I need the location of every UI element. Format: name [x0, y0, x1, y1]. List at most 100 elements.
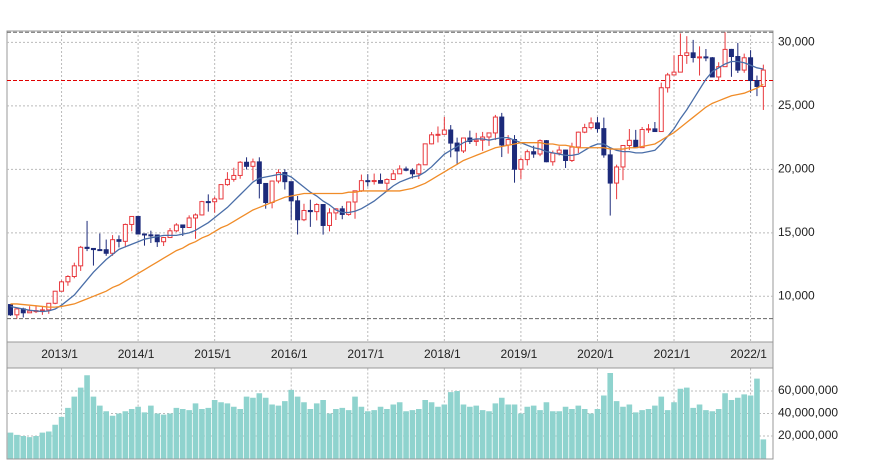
price-panel [6, 30, 774, 343]
candle-body [429, 134, 435, 145]
volume-bar [690, 407, 696, 459]
volume-bar [620, 406, 626, 459]
volume-bar [562, 406, 569, 459]
candle-body [518, 159, 524, 170]
y-tick-label: 30,000 [778, 35, 815, 49]
volume-bar [301, 402, 307, 459]
volume-bar [754, 378, 760, 459]
volume-bar [364, 411, 371, 459]
volume-bar [128, 409, 135, 459]
candle-body [314, 204, 320, 213]
volume-bar [677, 388, 684, 459]
candle-body [435, 133, 441, 136]
candle-body [103, 249, 109, 254]
volume-bar [403, 411, 409, 459]
volume-bar [416, 409, 422, 459]
candle-body [722, 48, 728, 68]
volume-bar [237, 409, 243, 459]
candle-body [582, 127, 588, 133]
volume-bar [435, 406, 441, 459]
candle-body [52, 290, 58, 304]
volume-bar [167, 413, 173, 459]
candle-body [110, 239, 116, 254]
volume-bar [581, 409, 588, 459]
volume-bar [377, 406, 384, 459]
volume-bar [747, 395, 754, 459]
volume-bar [256, 393, 263, 459]
volume-bar [65, 407, 71, 459]
candle-body [384, 179, 390, 184]
volume-bar [218, 402, 224, 459]
candle-body [422, 143, 428, 166]
candle-body [639, 129, 645, 149]
candle-body [135, 215, 141, 235]
x-tick-label: 2017/1 [347, 347, 384, 361]
candle-body [499, 116, 505, 146]
volume-bar [537, 410, 543, 459]
candle-body [531, 151, 537, 155]
volume-bar [231, 406, 237, 459]
volume-bar [664, 410, 671, 459]
volume-bar [658, 396, 665, 459]
volume-bar [626, 404, 633, 459]
candle-body [569, 146, 575, 161]
volume-bar [741, 394, 747, 459]
volume-bar [683, 387, 690, 459]
candle-body [448, 129, 454, 144]
candle-body [671, 71, 677, 76]
volume-bar [601, 395, 607, 459]
volume-bar [294, 396, 301, 459]
candle-body [646, 128, 651, 131]
moving-average-line [10, 83, 764, 308]
volume-bar [26, 437, 33, 459]
volume-bar [186, 410, 192, 459]
y-tick-label: 20,000 [778, 162, 815, 176]
candle-body [378, 180, 384, 184]
candle-body [697, 56, 703, 59]
volume-bar [588, 413, 594, 459]
candle-body [237, 161, 243, 176]
candle-body [537, 140, 543, 155]
candle-body [607, 154, 613, 184]
volume-bar [371, 410, 377, 459]
candle-body [14, 308, 20, 316]
candle-body [256, 161, 262, 184]
volume-bar [473, 405, 480, 459]
candle-body [620, 144, 626, 168]
volume-bar [77, 387, 84, 459]
candle-body [575, 131, 581, 148]
volume-bar [428, 402, 435, 459]
y-tick-label: 10,000 [778, 288, 815, 302]
volume-bar [243, 396, 250, 459]
volume-bar [671, 402, 677, 459]
volume-bar [492, 403, 499, 459]
candle-body [122, 223, 128, 242]
volume-bar [607, 373, 614, 459]
candle-body [492, 116, 498, 134]
candle-body [71, 265, 77, 277]
candle-body [173, 224, 179, 232]
candle-body [65, 275, 71, 283]
volume-bar [275, 405, 282, 459]
volume-bar [760, 439, 767, 459]
candle-body [205, 201, 211, 204]
candle-body [486, 132, 492, 138]
volume-bar [652, 405, 658, 459]
x-tick-label: 2020/1 [577, 347, 614, 361]
volume-bar [154, 413, 161, 459]
candle-body [161, 237, 167, 243]
candle-body [588, 122, 594, 129]
candle-body [748, 57, 754, 82]
volume-bar [97, 405, 103, 459]
candle-body [269, 180, 275, 203]
volume-bar [352, 396, 358, 459]
candle-body [199, 201, 205, 216]
volume-bar [569, 409, 575, 459]
volume-bar [696, 404, 703, 459]
candle-body [224, 178, 230, 186]
candle-body [193, 214, 199, 219]
candle-body [409, 169, 415, 175]
candle-body [167, 230, 173, 239]
volume-bar [52, 424, 58, 459]
volume-bar [486, 411, 492, 459]
